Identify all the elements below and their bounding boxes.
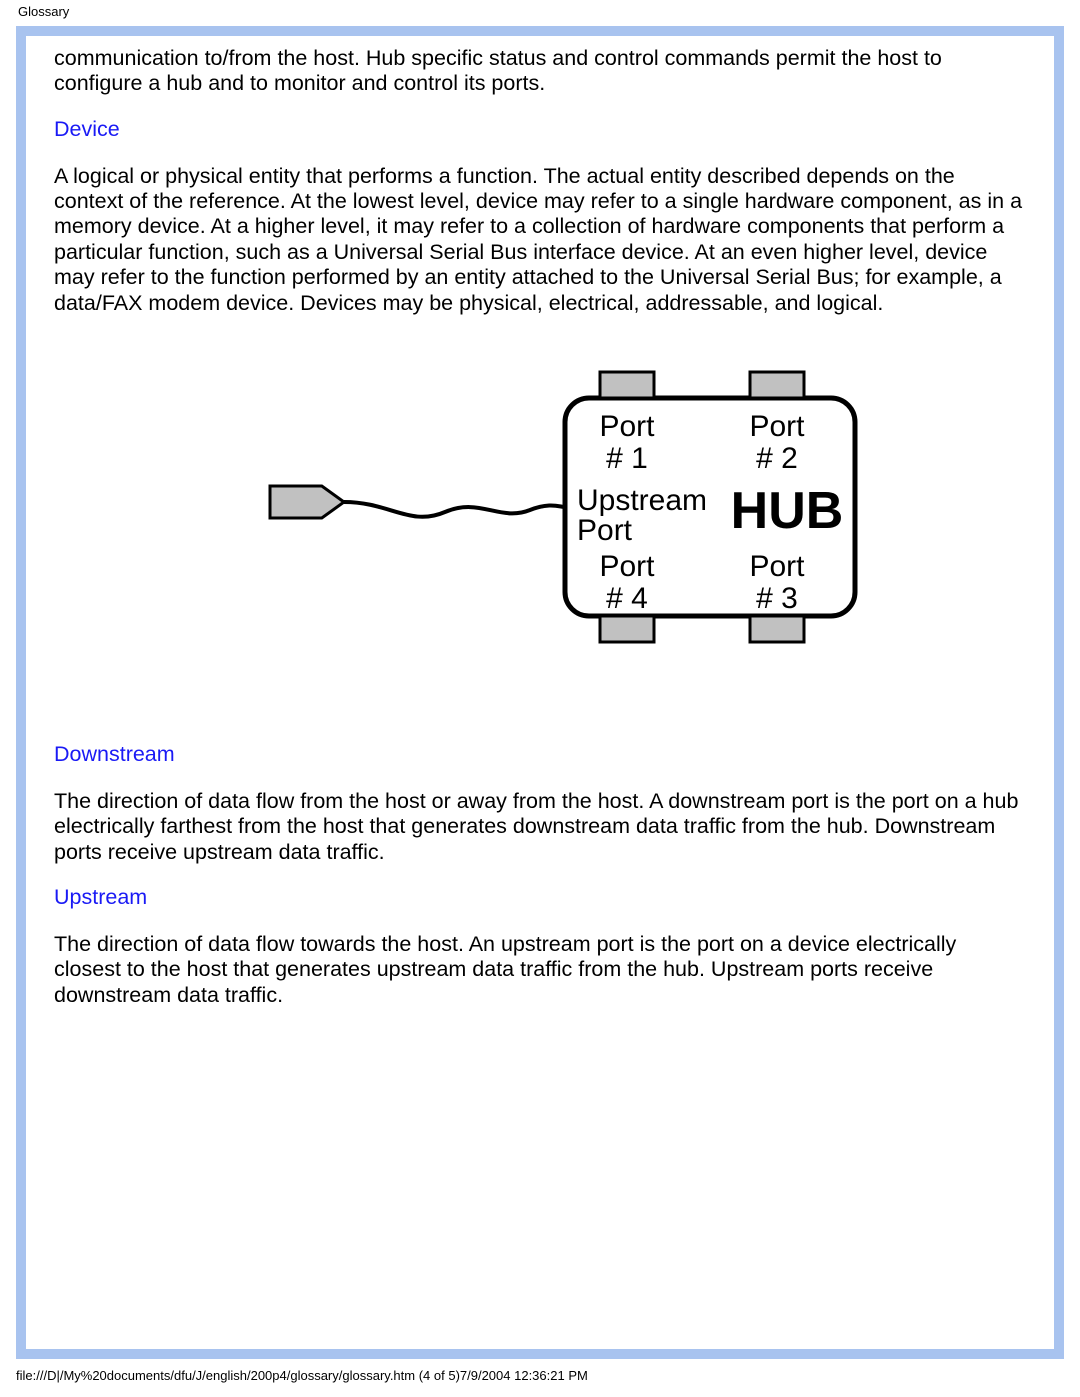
svg-text:Upstream: Upstream [577, 484, 707, 517]
text-device: A logical or physical entity that perfor… [54, 164, 1026, 316]
svg-text:# 3: # 3 [756, 582, 798, 615]
svg-text:# 4: # 4 [606, 582, 648, 615]
svg-text:Port: Port [577, 514, 633, 547]
svg-text:Port: Port [749, 410, 805, 443]
svg-text:Port: Port [749, 550, 805, 583]
hub-svg: Port# 1Port# 2UpstreamPortHUBPort# 4Port… [210, 362, 870, 652]
svg-text:Port: Port [599, 550, 655, 583]
hub-diagram: Port# 1Port# 2UpstreamPortHUBPort# 4Port… [54, 362, 1026, 652]
outer-frame: communication to/from the host. Hub spec… [16, 26, 1064, 1359]
page-top-label: Glossary [18, 4, 69, 19]
heading-downstream: Downstream [54, 742, 1026, 767]
svg-text:# 1: # 1 [606, 442, 648, 475]
svg-text:HUB: HUB [731, 482, 844, 540]
content-area: communication to/from the host. Hub spec… [26, 36, 1054, 1349]
intro-paragraph: communication to/from the host. Hub spec… [54, 46, 1026, 97]
page-root: Glossary communication to/from the host.… [0, 0, 1080, 1397]
svg-text:# 2: # 2 [756, 442, 798, 475]
footer-path: file:///D|/My%20documents/dfu/J/english/… [16, 1368, 588, 1383]
svg-text:Port: Port [599, 410, 655, 443]
heading-device: Device [54, 117, 1026, 142]
text-downstream: The direction of data flow from the host… [54, 789, 1026, 865]
text-upstream: The direction of data flow towards the h… [54, 932, 1026, 1008]
heading-upstream: Upstream [54, 885, 1026, 910]
